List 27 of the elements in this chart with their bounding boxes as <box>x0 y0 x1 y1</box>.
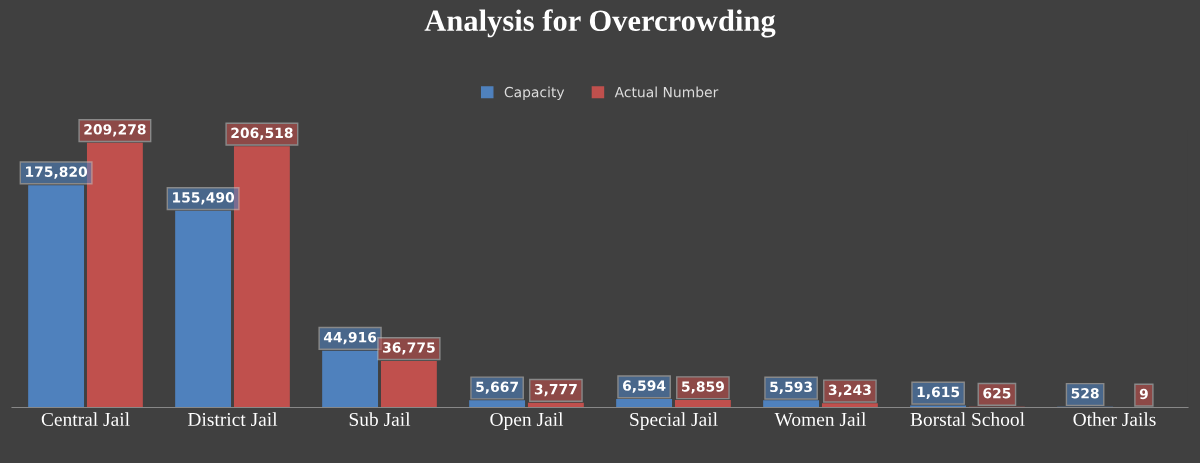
data-label: 3,777 <box>534 383 577 397</box>
data-label: 36,775 <box>383 342 435 355</box>
data-label: 3,243 <box>828 384 871 397</box>
chart-title: Analysis for Overcrowding <box>424 9 776 38</box>
x-tick-label: Sub Jail <box>349 412 411 426</box>
data-label: 44,916 <box>323 331 377 345</box>
legend-label: Capacity <box>504 86 565 101</box>
data-label: 5,667 <box>476 381 518 394</box>
data-label: 6,594 <box>623 380 666 393</box>
data-label: 9 <box>1139 388 1148 400</box>
data-label: 175,820 <box>26 166 88 179</box>
data-label: 528 <box>1071 388 1099 399</box>
data-label: 625 <box>983 387 1011 399</box>
x-tick-label: Women Jail <box>774 412 867 427</box>
data-label: 206,518 <box>231 127 293 140</box>
data-label: 5,593 <box>770 381 812 394</box>
data-label: 1,615 <box>917 386 960 399</box>
legend-label: Actual Number <box>614 86 719 98</box>
data-label: 209,278 <box>84 124 146 137</box>
x-tick-label: Other Jails <box>1073 412 1156 426</box>
x-tick-label: Open Jail <box>490 412 564 430</box>
x-tick-label: Special Jail <box>630 412 718 430</box>
data-label: 5,859 <box>682 381 724 394</box>
x-tick-label: Borstal School <box>910 412 1025 426</box>
x-tick-label: District Jail <box>187 412 278 426</box>
x-tick-label: Central Jail <box>41 412 130 426</box>
data-label: 155,490 <box>173 192 235 205</box>
